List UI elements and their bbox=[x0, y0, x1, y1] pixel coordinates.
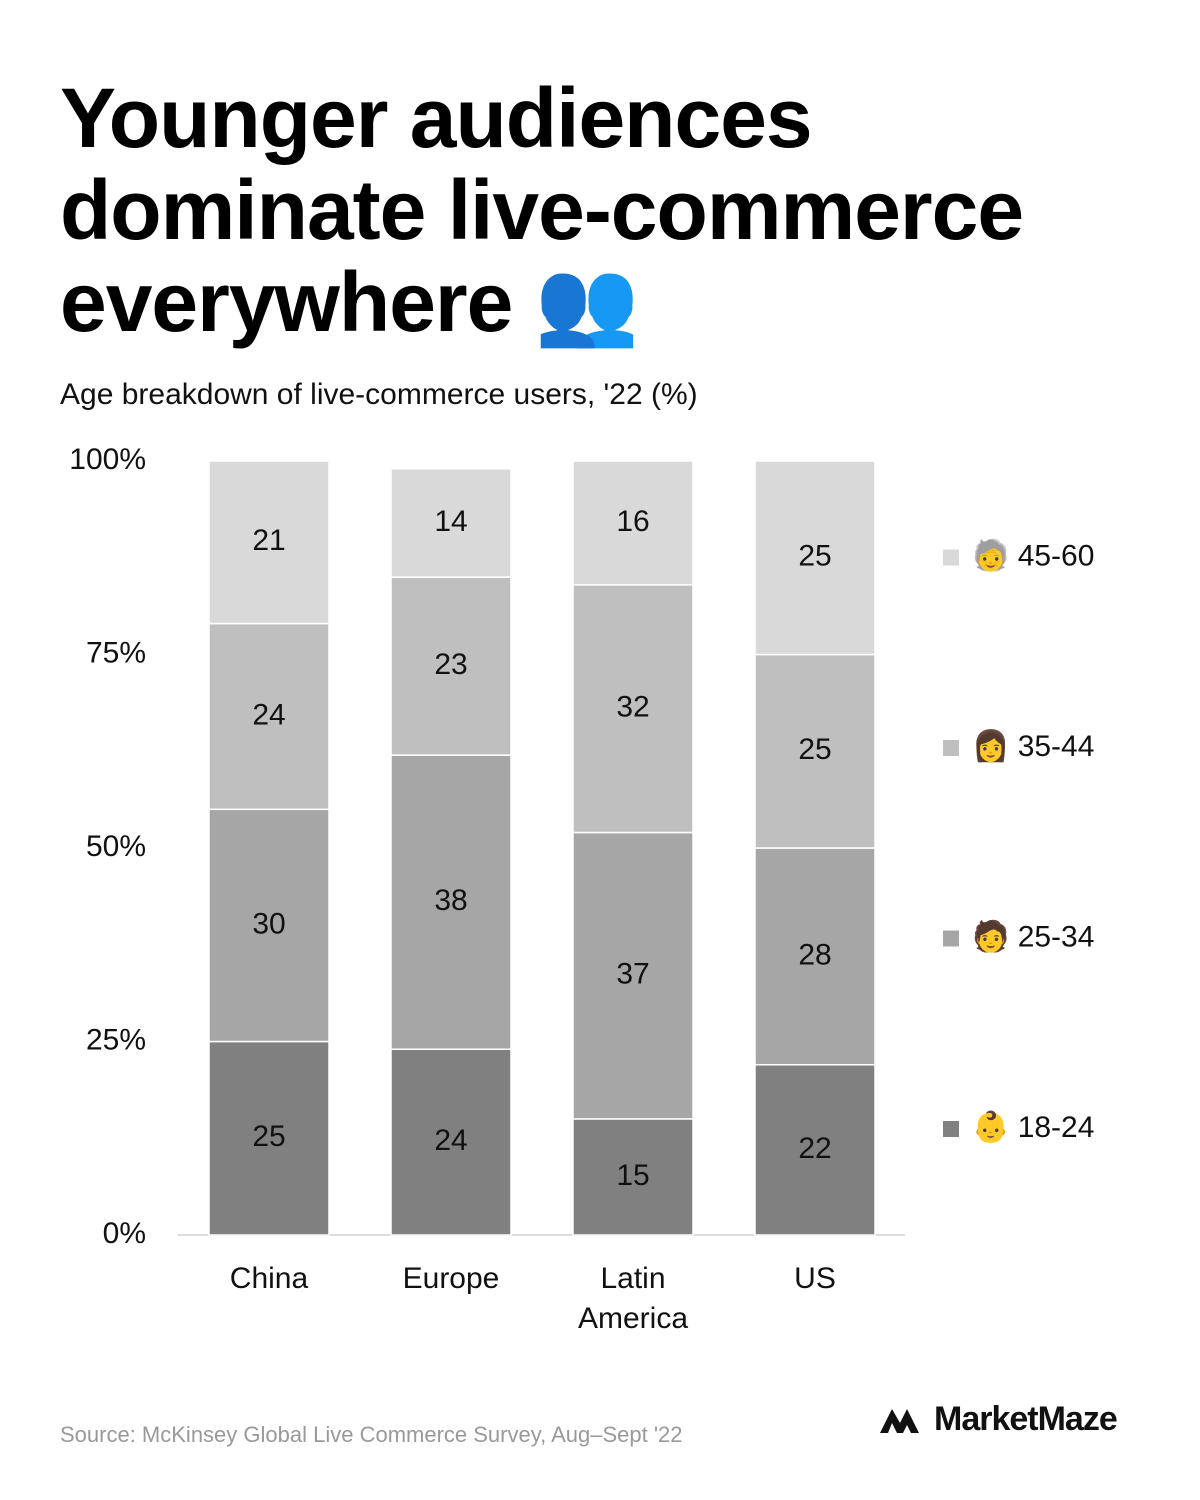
x-tick-label: Latin America bbox=[578, 1262, 688, 1335]
bar-segment bbox=[208, 622, 330, 811]
data-label: 25 bbox=[798, 540, 831, 573]
y-tick-label: 50% bbox=[86, 830, 146, 863]
bar-segment bbox=[208, 460, 330, 625]
bar-segment bbox=[390, 1048, 512, 1236]
bar-segment bbox=[208, 1040, 330, 1236]
legend-label: 🧑 25-34 bbox=[972, 917, 1094, 953]
brand-name: MarketMaze bbox=[934, 1400, 1118, 1438]
legend-label: 👶 18-24 bbox=[972, 1109, 1094, 1144]
data-label: 30 bbox=[252, 907, 285, 940]
y-tick-label: 100% bbox=[69, 443, 146, 476]
legend-swatch bbox=[943, 549, 959, 566]
brand: MarketMaze bbox=[880, 1400, 1118, 1439]
data-label: 21 bbox=[252, 524, 285, 557]
y-tick-label: 25% bbox=[86, 1023, 146, 1056]
y-tick-label: 0% bbox=[103, 1217, 146, 1250]
data-label: 25 bbox=[798, 733, 831, 766]
data-label: 23 bbox=[434, 648, 467, 681]
y-tick-label: 75% bbox=[86, 636, 146, 669]
x-tick-label: Europe bbox=[403, 1262, 500, 1295]
bar-segment bbox=[754, 847, 876, 1066]
legend-swatch bbox=[943, 930, 959, 947]
brand-logo bbox=[880, 1408, 919, 1433]
data-label: 38 bbox=[434, 884, 467, 917]
x-tick-label: China bbox=[230, 1262, 309, 1295]
data-label: 24 bbox=[434, 1124, 467, 1157]
legend-swatch bbox=[943, 1121, 959, 1137]
bar-segment bbox=[572, 460, 694, 586]
bar-segment bbox=[390, 576, 512, 756]
title: Younger audiences dominate live-commerce… bbox=[60, 71, 1024, 349]
bar-segment bbox=[390, 467, 512, 578]
data-label: 14 bbox=[434, 505, 467, 538]
bar-segment bbox=[390, 754, 512, 1050]
data-label: 32 bbox=[616, 691, 649, 724]
data-label: 15 bbox=[616, 1159, 649, 1192]
bar-segment bbox=[754, 653, 876, 849]
subtitle: Age breakdown of live-commerce users, '2… bbox=[60, 378, 698, 411]
data-label: 37 bbox=[616, 958, 649, 991]
legend-label: 🧓 45-60 bbox=[972, 536, 1094, 572]
data-label: 16 bbox=[616, 505, 649, 538]
bar-segment bbox=[754, 460, 876, 656]
bar-segment bbox=[208, 808, 330, 1043]
data-label: 28 bbox=[798, 938, 831, 971]
x-tick-label: US bbox=[794, 1262, 836, 1295]
data-label: 22 bbox=[798, 1132, 831, 1165]
bar-segment bbox=[572, 1118, 694, 1236]
source: Source: McKinsey Global Live Commerce Su… bbox=[60, 1422, 683, 1447]
bar-segment bbox=[572, 831, 694, 1120]
data-label: 24 bbox=[252, 698, 285, 731]
bar-segment bbox=[754, 1063, 876, 1236]
data-label: 25 bbox=[252, 1120, 285, 1153]
legend-label: 👩 35-44 bbox=[972, 728, 1094, 763]
legend-swatch bbox=[943, 740, 959, 756]
